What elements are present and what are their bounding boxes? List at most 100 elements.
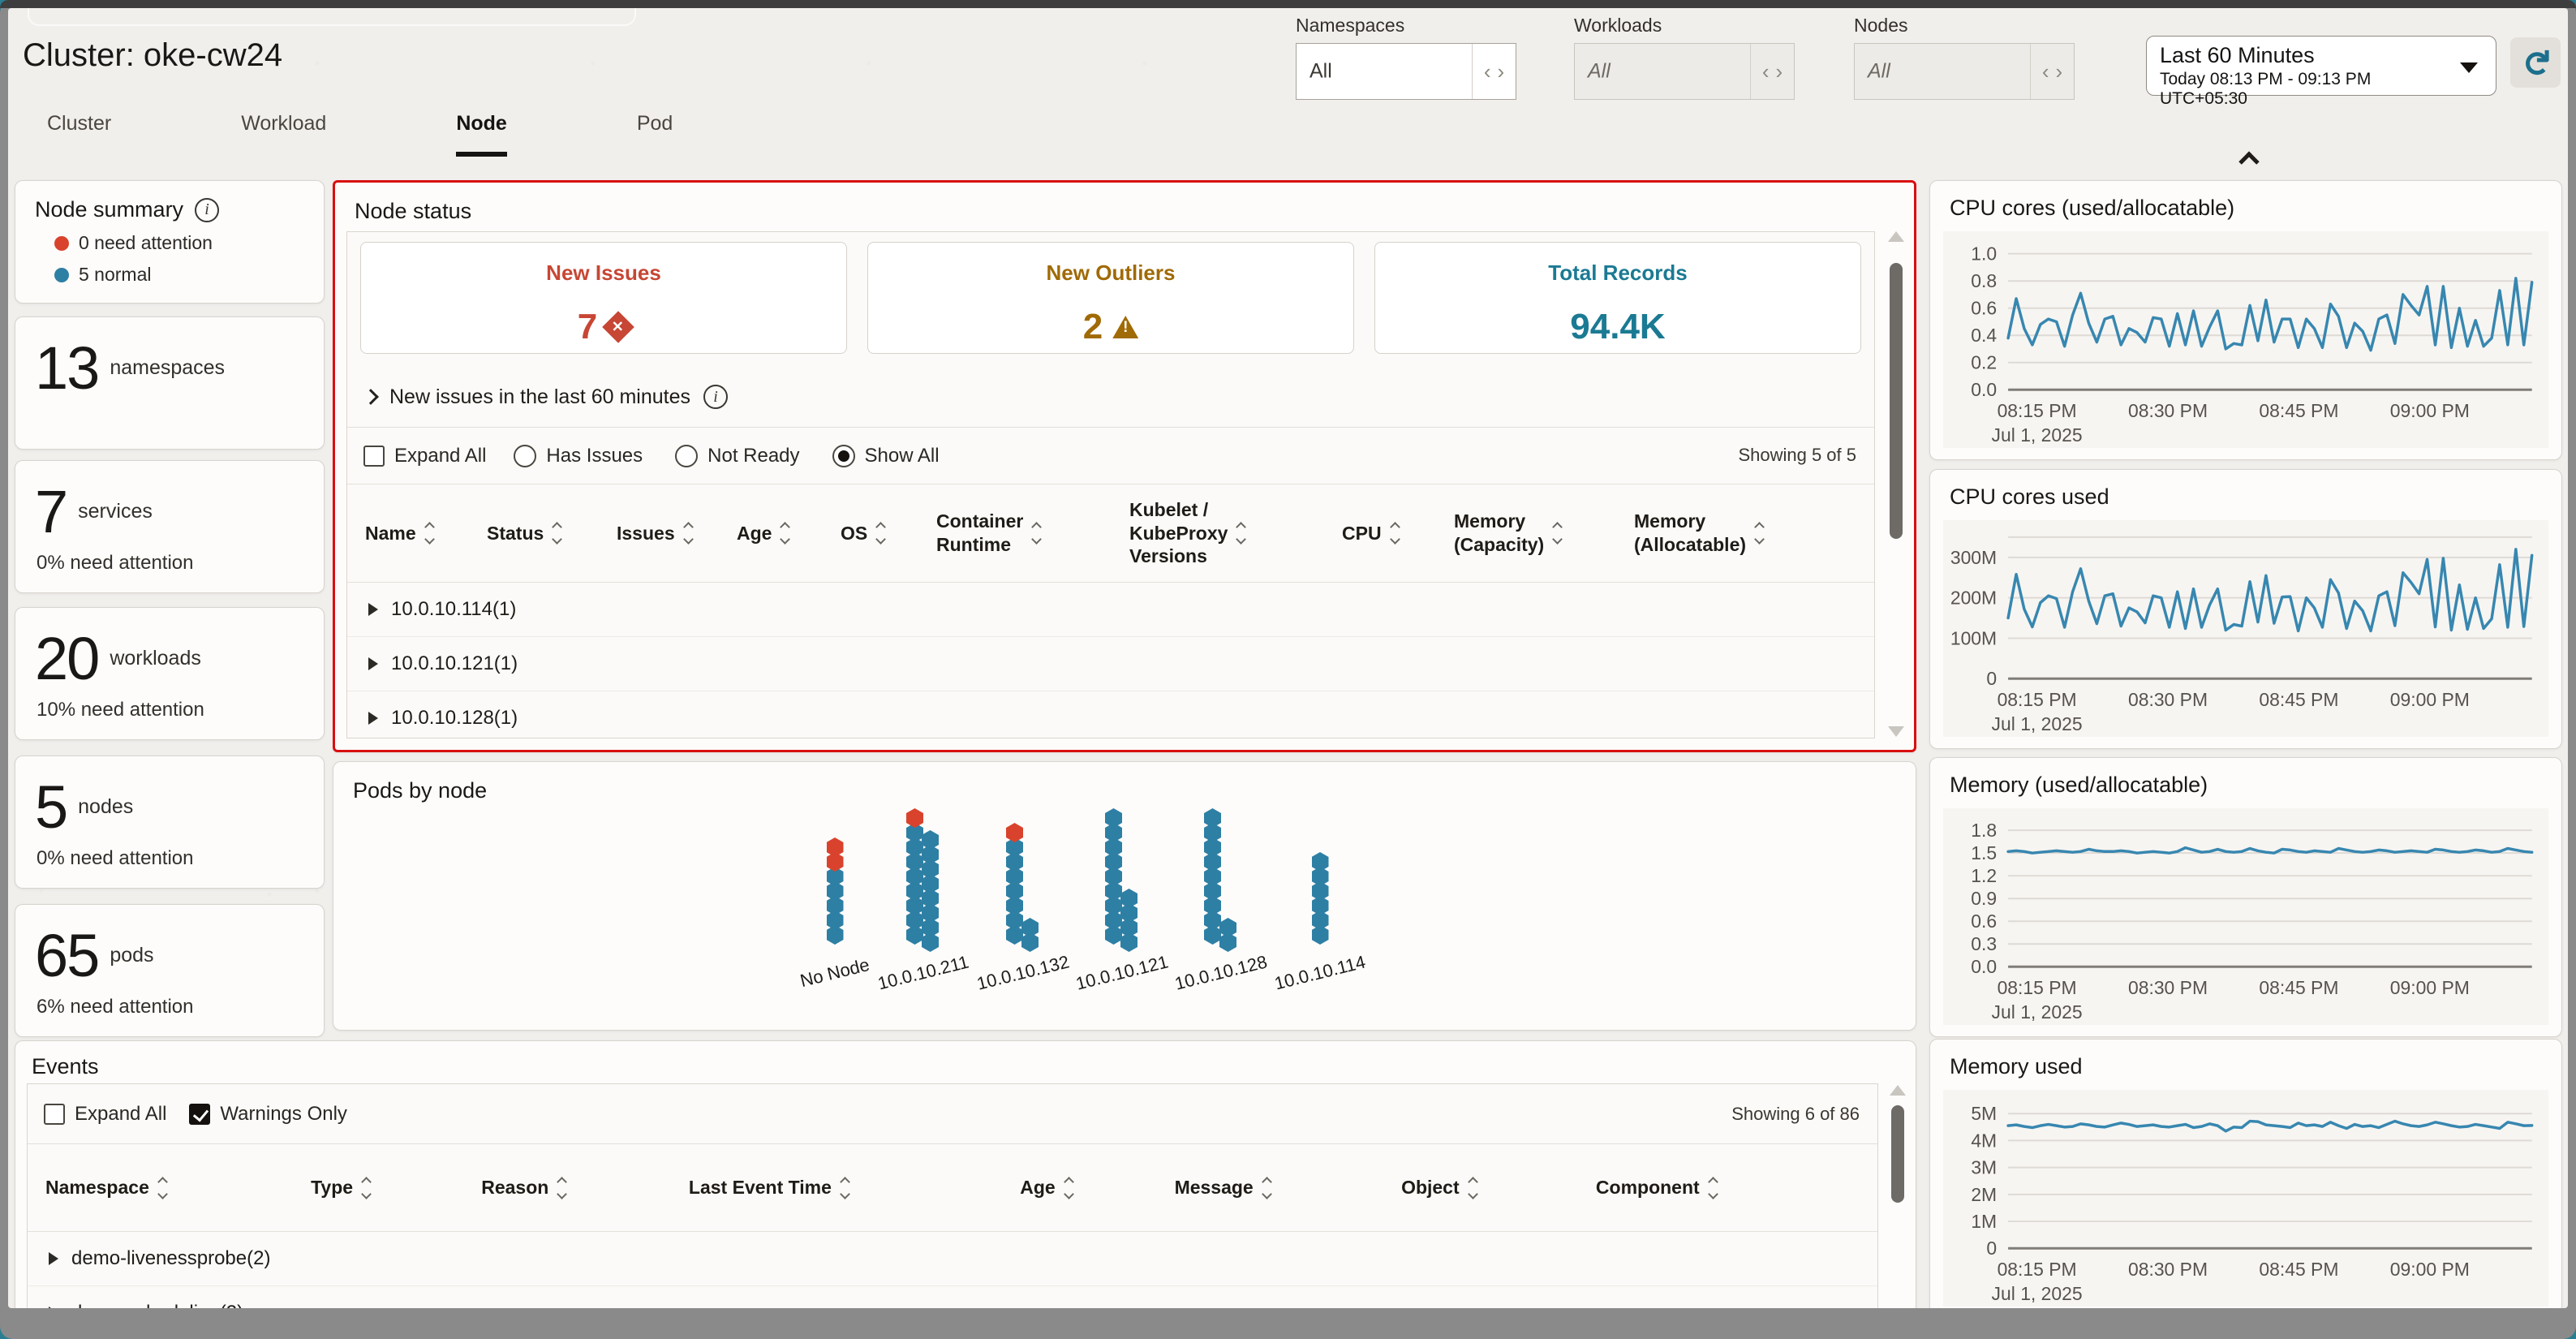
pod-hex-normal[interactable]: [922, 874, 939, 893]
sort-icon[interactable]: [875, 522, 887, 545]
pod-hex-normal[interactable]: [1204, 823, 1221, 842]
sort-icon[interactable]: [1707, 1176, 1718, 1199]
time-range-selector[interactable]: Last 60 Minutes Today 08:13 PM - 09:13 P…: [2146, 36, 2496, 108]
pods-hex-group-10-0-10-211[interactable]: 10.0.10.211: [875, 762, 970, 1005]
pod-hex-normal[interactable]: [1204, 881, 1221, 901]
stat-card-pods[interactable]: 65 pods 6% need attention: [15, 904, 325, 1037]
stat-card-nodes[interactable]: 5 nodes 0% need attention: [15, 756, 325, 889]
pod-hex-normal[interactable]: [1311, 925, 1329, 945]
tab-cluster[interactable]: Cluster: [47, 112, 112, 135]
new-issues-disclosure[interactable]: New issues in the last 60 minutes i: [363, 385, 729, 409]
pod-hex-normal[interactable]: [826, 925, 844, 945]
sort-icon[interactable]: [1389, 522, 1400, 545]
pod-hex-normal[interactable]: [1204, 896, 1221, 915]
pod-hex-normal[interactable]: [906, 925, 923, 945]
pod-hex-normal[interactable]: [906, 911, 923, 930]
pod-hex-normal[interactable]: [1219, 932, 1236, 952]
radio-not-ready[interactable]: Not Ready: [675, 444, 800, 467]
pod-hex-normal[interactable]: [826, 896, 844, 915]
events-scrollbar[interactable]: [1888, 1085, 1907, 1308]
pods-hex-group-10-0-10-132[interactable]: 10.0.10.132: [974, 762, 1071, 1005]
column-header[interactable]: OS: [841, 522, 936, 545]
column-header[interactable]: Container Runtime: [936, 510, 1129, 557]
pod-hex-normal[interactable]: [1105, 911, 1122, 930]
pod-hex-normal[interactable]: [906, 823, 923, 842]
column-header[interactable]: CPU: [1342, 522, 1454, 545]
column-header[interactable]: Message: [1175, 1176, 1402, 1199]
column-header[interactable]: Type: [311, 1176, 481, 1199]
sort-icon[interactable]: [1552, 522, 1563, 545]
column-header[interactable]: Memory (Allocatable): [1634, 510, 1830, 557]
pod-hex-normal[interactable]: [922, 859, 939, 879]
pod-hex-normal[interactable]: [906, 896, 923, 915]
pod-hex-normal[interactable]: [1120, 889, 1137, 908]
pod-hex-normal[interactable]: [906, 867, 923, 886]
sort-icon[interactable]: [780, 522, 791, 545]
tab-workload[interactable]: Workload: [241, 112, 327, 135]
radio-has-issues[interactable]: Has Issues: [514, 444, 643, 467]
column-header[interactable]: Name: [365, 522, 487, 545]
sort-icon[interactable]: [557, 1176, 568, 1199]
pod-hex-normal[interactable]: [1105, 896, 1122, 915]
kpi-card-new-outliers[interactable]: New Outliers 2!: [867, 242, 1354, 354]
pod-hex-normal[interactable]: [1021, 932, 1039, 952]
sort-icon[interactable]: [1063, 1176, 1074, 1199]
filter-paddle-arrows[interactable]: ‹ ›: [2030, 44, 2074, 99]
expand-row-icon[interactable]: [368, 657, 378, 670]
pod-hex-normal[interactable]: [1105, 881, 1122, 901]
table-row[interactable]: 10.0.10.128(1): [347, 691, 1874, 738]
pod-hex-normal[interactable]: [826, 867, 844, 886]
pod-hex-normal[interactable]: [1204, 852, 1221, 872]
info-icon[interactable]: i: [703, 385, 729, 409]
pod-hex-normal[interactable]: [1120, 932, 1137, 952]
chevron-right-icon[interactable]: ›: [2055, 58, 2063, 84]
filter-paddle-arrows[interactable]: ‹ ›: [1472, 44, 1516, 99]
chevron-right-icon[interactable]: ›: [1775, 58, 1783, 84]
pod-hex-normal[interactable]: [922, 889, 939, 908]
pod-hex-normal[interactable]: [1105, 867, 1122, 886]
column-header[interactable]: Namespace: [45, 1176, 311, 1199]
chevron-left-icon[interactable]: ‹: [1761, 58, 1770, 84]
expand-row-icon[interactable]: [49, 1307, 58, 1308]
filter-value-box[interactable]: All ‹ ›: [1296, 43, 1516, 100]
pod-hex-normal[interactable]: [1311, 852, 1329, 872]
sort-icon[interactable]: [1031, 522, 1043, 545]
column-header[interactable]: Last Event Time: [689, 1176, 1020, 1199]
pod-hex-normal[interactable]: [1204, 867, 1221, 886]
sort-icon[interactable]: [682, 522, 694, 545]
column-header[interactable]: Age: [1020, 1176, 1174, 1199]
pod-hex-normal[interactable]: [1105, 808, 1122, 828]
events-expand-all-checkbox[interactable]: Expand All: [44, 1103, 166, 1126]
column-header[interactable]: Status: [487, 522, 617, 545]
pod-hex-normal[interactable]: [826, 911, 844, 930]
sort-icon[interactable]: [840, 1176, 850, 1199]
column-header[interactable]: Reason: [481, 1176, 689, 1199]
refresh-button[interactable]: ↻: [2510, 37, 2561, 88]
pod-hex-normal[interactable]: [1120, 903, 1137, 923]
sort-icon[interactable]: [424, 522, 435, 545]
column-header[interactable]: Component: [1596, 1176, 1860, 1199]
kpi-card-total-records[interactable]: Total Records 94.4K: [1374, 242, 1861, 354]
sort-icon[interactable]: [1754, 522, 1765, 545]
column-header[interactable]: Issues: [617, 522, 737, 545]
pod-hex-attention[interactable]: [826, 837, 844, 857]
column-header[interactable]: Age: [737, 522, 841, 545]
pod-hex-attention[interactable]: [906, 808, 923, 828]
pods-hex-group-10-0-10-121[interactable]: 10.0.10.121: [1073, 762, 1170, 1005]
pod-hex-attention[interactable]: [826, 852, 844, 872]
pod-hex-normal[interactable]: [922, 932, 939, 952]
sort-icon[interactable]: [157, 1176, 168, 1199]
filter-value-box[interactable]: All ‹ ›: [1574, 43, 1795, 100]
pod-hex-normal[interactable]: [1311, 881, 1329, 901]
scroll-down-icon[interactable]: [1888, 726, 1904, 737]
pod-hex-normal[interactable]: [1105, 823, 1122, 842]
pod-hex-normal[interactable]: [1120, 918, 1137, 937]
stat-card-namespaces[interactable]: 13 namespaces: [15, 316, 325, 450]
scroll-up-icon[interactable]: [1890, 1085, 1906, 1096]
stat-card-services[interactable]: 7 services 0% need attention: [15, 460, 325, 593]
pod-hex-normal[interactable]: [1105, 837, 1122, 857]
pods-hex-group-10-0-10-128[interactable]: 10.0.10.128: [1172, 762, 1269, 1005]
pod-hex-normal[interactable]: [1006, 852, 1023, 872]
filter-value-box[interactable]: All ‹ ›: [1854, 43, 2075, 100]
pod-hex-attention[interactable]: [1006, 823, 1023, 842]
